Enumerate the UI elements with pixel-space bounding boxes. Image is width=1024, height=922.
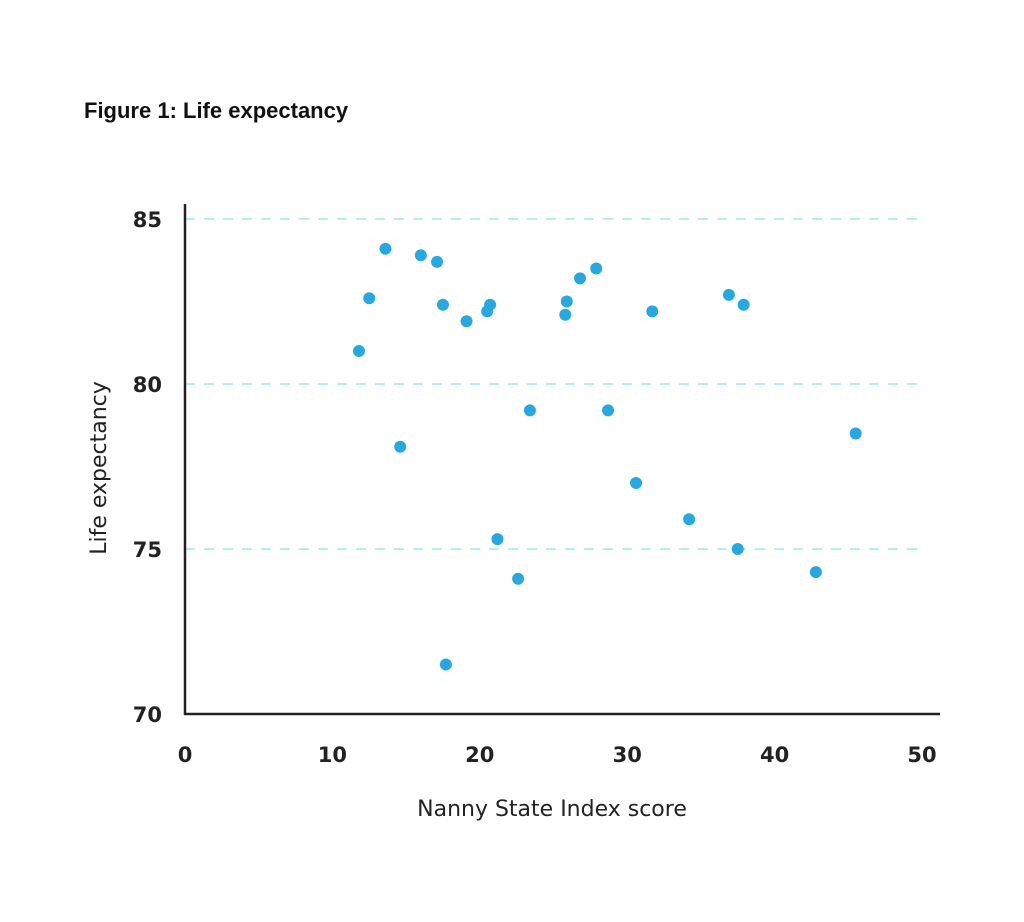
data-point (590, 262, 603, 275)
data-point (559, 308, 572, 321)
data-point (363, 292, 376, 305)
data-point (722, 288, 735, 301)
data-point (602, 404, 615, 417)
y-tick-label: 75 (133, 538, 162, 562)
data-point (849, 427, 862, 440)
data-point (683, 513, 696, 526)
data-point (352, 345, 365, 357)
data-point (737, 298, 750, 311)
chart-title: Figure 1: Life expectancy (84, 98, 349, 123)
data-point (431, 255, 444, 268)
x-tick-label: 30 (613, 743, 642, 767)
data-point (646, 305, 659, 318)
x-tick-label: 10 (318, 743, 347, 767)
x-tick-label: 50 (907, 743, 936, 767)
data-point (630, 477, 643, 489)
x-tick-label: 20 (465, 743, 494, 767)
data-point (491, 533, 504, 546)
y-tick-label: 85 (133, 208, 162, 232)
data-point (394, 440, 407, 453)
data-point (414, 249, 427, 262)
data-point (560, 295, 573, 308)
data-point (523, 404, 536, 417)
data-point (379, 242, 392, 255)
y-tick-label: 70 (133, 703, 162, 727)
data-point (731, 543, 744, 555)
data-point (436, 298, 449, 311)
data-point (484, 298, 497, 311)
x-axis-label: Nanny State Index score (417, 797, 687, 822)
data-point (460, 315, 473, 328)
x-tick-label: 40 (760, 743, 789, 767)
data-point (574, 272, 587, 285)
data-point (809, 566, 822, 579)
data-point (512, 572, 525, 585)
y-tick-label: 80 (133, 373, 162, 397)
x-tick-label: 0 (178, 743, 193, 767)
y-axis-label: Life expectancy (87, 381, 112, 555)
data-point (439, 658, 452, 671)
